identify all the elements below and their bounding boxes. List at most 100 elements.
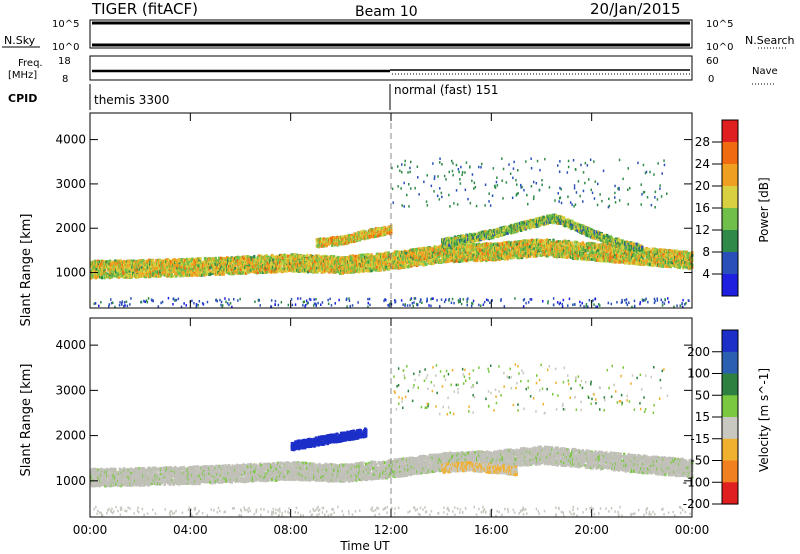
power-cell: [227, 269, 230, 273]
power-cell: [474, 250, 477, 254]
power-cell: [273, 257, 276, 261]
power-cell: [360, 253, 363, 257]
power-cell: [205, 270, 208, 274]
power-cell: [202, 264, 206, 268]
power-cell: [214, 262, 217, 266]
power-cell: [521, 241, 525, 245]
power-cell: [404, 265, 407, 268]
power-cell: [375, 265, 379, 269]
power-data-cells: [90, 157, 694, 309]
power-cell: [204, 257, 208, 261]
power-cell: [102, 272, 105, 276]
power-cell: [94, 261, 97, 265]
power-cell: [305, 267, 308, 271]
power-cell: [366, 253, 370, 257]
nsky-label: N.Sky: [4, 34, 36, 47]
power-cell: [222, 272, 225, 276]
power-cell: [328, 255, 331, 259]
power-cell: [230, 268, 233, 271]
power-cell: [124, 266, 127, 270]
power-cell: [138, 274, 141, 278]
power-cell: [103, 276, 106, 280]
noise-panel: N.Sky 10^5 10^0 10^5 10^0 N.Search: [2, 19, 795, 53]
power-cell: [466, 247, 469, 251]
power-cell: [425, 263, 428, 266]
power-cell: [506, 250, 509, 254]
power-cell: [164, 270, 167, 274]
power-cell: [93, 259, 96, 263]
power-cell: [160, 261, 164, 265]
power-cell: [147, 268, 150, 272]
power-cell: [182, 274, 185, 278]
power-cell: [503, 257, 507, 261]
power-cell: [173, 266, 176, 270]
nsearch-label: N.Search: [745, 34, 795, 47]
power-cell: [520, 244, 524, 248]
power-cell: [323, 268, 327, 272]
power-cell: [389, 253, 392, 257]
power-cell: [221, 270, 225, 274]
power-cell: [406, 259, 409, 263]
power-cell: [162, 263, 165, 267]
power-cell: [151, 259, 155, 263]
power-cell: [314, 260, 317, 264]
power-cell: [515, 248, 518, 252]
power-cell: [411, 263, 414, 267]
power-cell: [494, 251, 497, 255]
power-cell: [374, 268, 378, 272]
power-cell: [187, 258, 190, 261]
power-cell: [283, 267, 286, 271]
power-cell: [281, 254, 285, 258]
power-cell: [518, 251, 521, 255]
power-cell: [330, 265, 333, 269]
power-cell: [477, 257, 481, 261]
cpid-label: CPID: [8, 92, 37, 105]
power-cell: [507, 248, 510, 252]
power-cell: [114, 259, 117, 263]
power-cell: [415, 254, 418, 258]
power-cell: [242, 271, 245, 275]
power-cell: [497, 250, 500, 254]
power-cell: [214, 256, 217, 260]
power-cell: [534, 252, 537, 256]
power-cell: [142, 270, 146, 274]
power-cell: [127, 267, 130, 271]
power-cell: [333, 265, 337, 269]
power-cell: [282, 269, 285, 273]
power-cell: [420, 262, 423, 265]
power-cell: [349, 255, 353, 259]
power-cell: [169, 262, 173, 266]
power-cell: [259, 271, 262, 274]
power-cell: [112, 261, 115, 265]
power-cell: [446, 260, 449, 263]
power-cell: [455, 249, 458, 253]
power-cell: [192, 268, 195, 272]
power-cell: [347, 264, 350, 267]
power-cell: [202, 269, 205, 273]
power-cell: [394, 253, 397, 257]
power-cell: [158, 266, 161, 270]
power-cell: [140, 260, 143, 264]
power-cell: [379, 258, 382, 262]
nsky-tick-low: 10^0: [52, 42, 79, 53]
power-cell: [213, 265, 216, 269]
power-cell: [342, 256, 345, 260]
nave-tick-high: 60: [706, 56, 719, 67]
power-cell: [108, 265, 112, 269]
power-cell: [100, 272, 104, 276]
power-cell: [488, 245, 491, 249]
power-cell: [393, 257, 397, 261]
power-cell: [98, 268, 101, 272]
date-label: 20/Jan/2015: [590, 0, 681, 18]
power-cell: [263, 257, 267, 261]
power-cell: [507, 240, 510, 244]
power-cell: [234, 262, 237, 266]
power-cell: [256, 271, 259, 275]
power-cell: [219, 263, 222, 267]
power-cell: [275, 269, 278, 273]
power-cell: [486, 251, 490, 255]
power-cell: [463, 248, 466, 252]
power-cell: [94, 270, 97, 274]
power-cell: [100, 276, 104, 280]
